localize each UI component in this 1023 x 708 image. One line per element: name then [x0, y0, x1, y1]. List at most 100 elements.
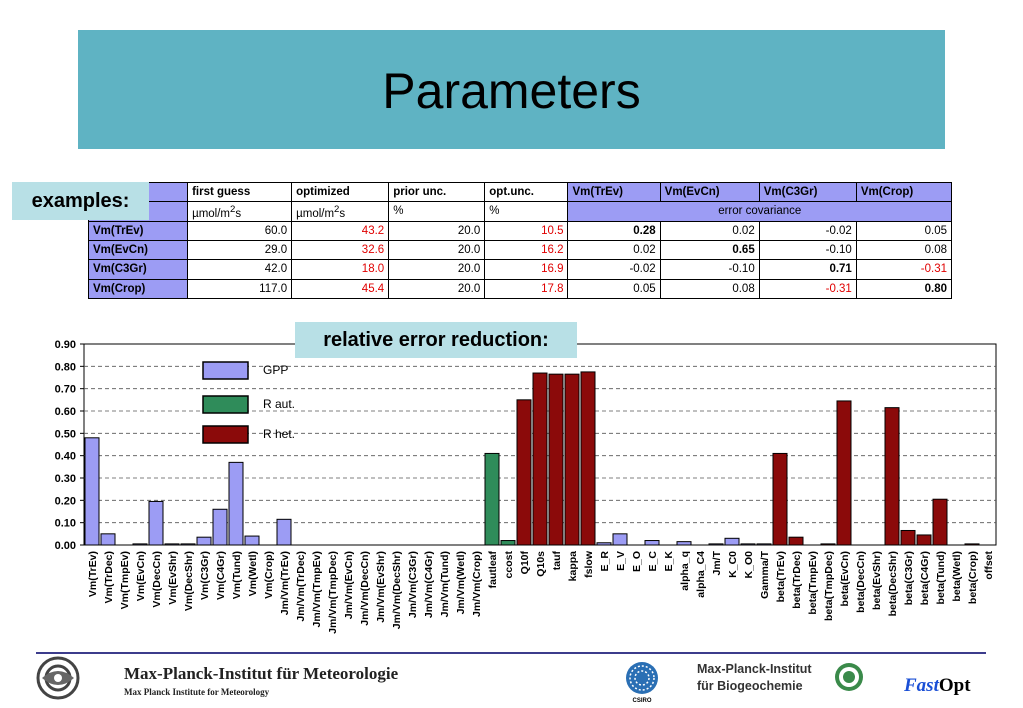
table-cell-optunc: 10.5: [484, 220, 569, 241]
mpi-bgc-logo: [835, 663, 863, 691]
table-cell-optunc: 16.2: [484, 239, 569, 261]
fastopt-opt: Opt: [938, 675, 971, 696]
x-tick-label: Jm/Vm(TmpEv): [311, 551, 323, 627]
x-tick-label: Vm(TrDec): [103, 551, 115, 604]
x-tick-label: offset: [983, 551, 995, 580]
y-tick-label: 0.80: [55, 361, 76, 373]
x-tick-label: Jm/Vm(Tund): [439, 551, 451, 617]
header-cov-crop: Vm(Crop): [855, 181, 953, 203]
bar: [484, 452, 500, 546]
header-opt-unc: opt.unc.: [484, 181, 569, 203]
table-cell-fg: 60.0: [187, 220, 293, 241]
table-cell-c4: -0.31: [855, 259, 953, 280]
table-cell-c2: 0.08: [659, 278, 760, 300]
bar: [532, 372, 548, 546]
table-cell-opt: 43.2: [291, 220, 390, 241]
table-cell-c2: 0.02: [659, 220, 760, 241]
x-tick-label: beta(C4Gr): [919, 551, 931, 605]
units-first-guess: µmol/m2s: [187, 201, 293, 222]
bar: [516, 399, 532, 546]
bar: [212, 508, 228, 546]
x-tick-label: Vm(TrEv): [87, 551, 99, 597]
relative-error-reduction-label: relative error reduction:: [295, 322, 577, 358]
header-cov-trev: Vm(TrEv): [567, 181, 661, 203]
table-cell-fg: 29.0: [187, 239, 293, 261]
x-tick-label: E_K: [663, 551, 675, 572]
bar: [964, 543, 980, 546]
bar: [244, 535, 260, 546]
bar: [756, 543, 772, 546]
x-tick-label: Vm(C3Gr): [199, 551, 211, 600]
fastopt-fast: Fast: [904, 675, 939, 696]
mpim-name: Max-Planck-Institut für Meteorologie: [124, 664, 399, 683]
x-tick-label: beta(Crop): [967, 551, 979, 604]
table-cell-c1: 0.05: [567, 278, 661, 300]
fastopt-logo: FastOpt: [904, 675, 971, 697]
x-tick-label: beta(EvCn): [839, 551, 851, 606]
table-row: Vm(TrEv) 60.0 43.2 20.0 10.5 0.28 0.02 -0.02 0.0…: [87, 220, 953, 241]
bar: [164, 543, 180, 546]
table-row: Vm(Crop) 117.0 45.4 20.0 17.8 0.05 0.08 -0.31 0.…: [87, 278, 953, 300]
y-tick-label: 0.00: [55, 540, 76, 552]
x-tick-label: tauf: [551, 551, 563, 571]
x-tick-label: fautleaf: [487, 551, 499, 589]
csiro-text: CSIRO: [632, 698, 651, 704]
bar: [196, 536, 212, 546]
bar: [788, 536, 804, 546]
x-tick-label: Vm(EvCn): [135, 551, 147, 601]
legend-swatch: [202, 425, 249, 444]
bar: [676, 541, 692, 546]
bar: [772, 452, 788, 546]
x-tick-label: K_C0: [727, 551, 739, 578]
table-cell-name: Vm(EvCn): [87, 239, 189, 261]
x-tick-label: Jm/Vm(TrEv): [279, 551, 291, 615]
y-tick-label: 0.70: [55, 384, 76, 396]
table-cell-fg: 117.0: [187, 278, 293, 300]
table-cell-prior: 20.0: [388, 220, 486, 241]
table-cell-c3: -0.31: [758, 278, 857, 300]
table-cell-c3: -0.10: [758, 239, 857, 261]
x-tick-label: Jm/Vm(C4Gr): [423, 551, 435, 618]
table-cell-c1: 0.02: [567, 239, 661, 261]
bar: [724, 537, 740, 546]
header-optimized: optimized: [291, 181, 390, 203]
unit-text: µmol/m: [296, 207, 335, 220]
unit-text: µmol/m: [192, 207, 230, 220]
x-tick-label: E_C: [647, 551, 659, 572]
y-tick-label: 0.10: [55, 518, 76, 530]
y-tick-label: 0.60: [55, 406, 76, 418]
y-tick-label: 0.30: [55, 473, 76, 485]
table-cell-c4: 0.05: [855, 220, 953, 241]
x-tick-label: beta(TrEv): [775, 551, 787, 602]
legend-label: GPP: [263, 363, 288, 377]
bar: [84, 437, 100, 546]
csiro-logo: CSIRO: [626, 662, 658, 704]
table-cell-c4: 0.08: [855, 239, 953, 261]
x-tick-label: beta(C3Gr): [903, 551, 915, 605]
table-cell-c2: 0.65: [659, 239, 760, 261]
x-tick-label: Jm/Vm(TrDec): [295, 551, 307, 622]
x-tick-label: Gamma/T: [759, 550, 771, 598]
table-cell-c3: -0.02: [758, 220, 857, 241]
bar: [580, 371, 596, 546]
parameter-table: first guess optimized prior unc. opt.unc…: [87, 181, 953, 300]
x-tick-label: Jm/T: [711, 550, 723, 575]
bar: [644, 540, 660, 546]
x-tick-label: Jm/Vm(Crop): [471, 551, 483, 617]
bar: [228, 461, 244, 546]
legend-swatch: [202, 395, 249, 414]
x-tick-label: E_O: [631, 551, 643, 572]
error-reduction-chart: 0.00 0.10 0.20 0.30 0.40 0.50 0.60 0.70 0.80 0.90…: [55, 339, 997, 634]
legend-label: R het.: [263, 427, 295, 441]
x-tick-label: beta(DecCn): [855, 551, 867, 613]
x-tick-label: alpha_q: [679, 551, 691, 591]
x-tick-label: Jm/Vm(DecCn): [359, 551, 371, 626]
y-tick-label: 0.20: [55, 495, 76, 507]
bar: [596, 542, 612, 546]
examples-label: examples:: [12, 182, 149, 220]
x-tick-label: alpha_C4: [695, 551, 707, 598]
x-tick-label: Vm(Wetl): [247, 551, 259, 596]
table-cell-c2: -0.10: [659, 259, 760, 280]
x-tick-label: Q10s: [535, 551, 547, 577]
title-banner: Parameters: [78, 30, 945, 149]
